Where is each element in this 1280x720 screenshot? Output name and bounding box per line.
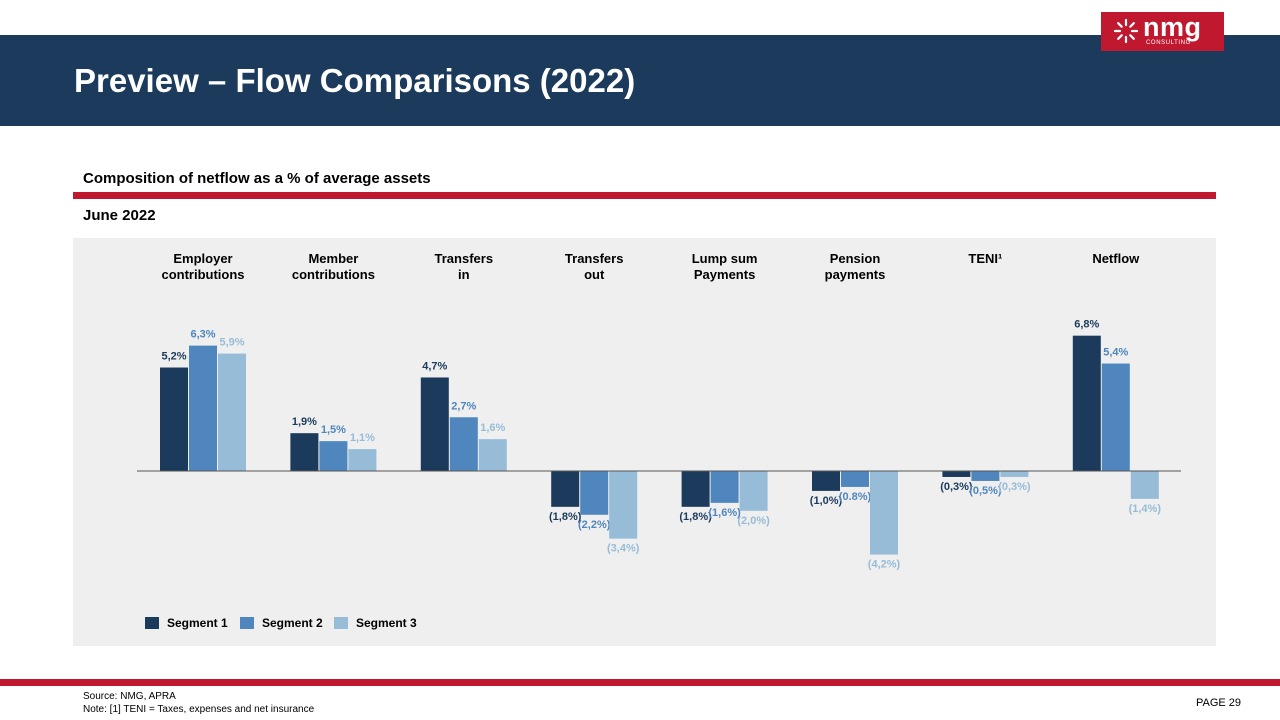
legend-label: Segment 1: [167, 615, 228, 630]
nmg-logo: nmg CONSULTING: [1101, 12, 1224, 51]
bar-chart: EmployercontributionsMembercontributions…: [137, 251, 1181, 571]
category-label: Payments: [694, 267, 755, 282]
data-label: 4,7%: [422, 360, 447, 372]
category-label: payments: [825, 267, 886, 282]
bar-segment-2: [841, 471, 869, 487]
bar-segment-2: [319, 441, 348, 471]
category-label: Netflow: [1092, 251, 1140, 266]
category-label: Employer: [173, 251, 232, 266]
category-label: Pension: [830, 251, 881, 266]
logo-subtext: CONSULTING: [1146, 40, 1191, 46]
category-label: out: [584, 267, 605, 282]
legend-swatch: [240, 616, 254, 629]
bar-segment-1: [1072, 335, 1101, 471]
legend-swatch: [145, 616, 159, 629]
note-text: Note: [1] TENI = Taxes, expenses and net…: [83, 704, 315, 715]
bar-segment-3: [348, 449, 377, 471]
bar-segment-2: [580, 471, 609, 515]
category-label: Transfers: [565, 251, 624, 266]
data-label: (2,0%): [737, 515, 770, 527]
footer-source: Source: NMG, APRA Note: [1] TENI = Taxes…: [83, 690, 314, 716]
category-label: Transfers: [435, 251, 494, 266]
source-text: Source: NMG, APRA: [83, 691, 176, 702]
legend-label: Segment 3: [356, 615, 417, 630]
data-label: 6,3%: [190, 329, 215, 341]
header-bar: [0, 35, 1280, 126]
data-label: 1,5%: [321, 424, 346, 436]
data-label: 1,6%: [480, 422, 505, 434]
data-label: (1,8%): [679, 511, 712, 523]
chart-subtitle: Composition of netflow as a % of average…: [83, 170, 431, 187]
bar-segment-2: [710, 471, 739, 503]
logo-wordmark: nmg: [1143, 12, 1202, 42]
data-label: (1,8%): [549, 511, 582, 523]
category-label: contributions: [161, 267, 244, 282]
data-label: (1,6%): [708, 507, 741, 519]
category-label: contributions: [292, 267, 375, 282]
bar-segment-1: [420, 377, 449, 471]
bar-segment-1: [681, 471, 710, 507]
bar-segment-1: [812, 471, 840, 491]
data-label: (0.8%): [839, 491, 872, 503]
divider-red: [73, 192, 1216, 199]
data-label: (0,3%): [998, 481, 1031, 493]
data-label: 5,2%: [161, 351, 186, 363]
category-label: in: [458, 267, 470, 282]
data-label: 1,9%: [292, 416, 317, 428]
data-label: (1,0%): [810, 495, 843, 507]
bar-segment-3: [218, 353, 246, 471]
bar-segment-1: [160, 367, 188, 471]
data-label: (0,5%): [969, 485, 1002, 497]
bar-segment-1: [551, 471, 580, 507]
bar-segment-1: [942, 471, 971, 477]
data-label: 2,7%: [451, 400, 476, 412]
logo-burst-icon: [1113, 18, 1139, 44]
data-label: 5,4%: [1103, 347, 1128, 359]
data-label: 5,9%: [219, 337, 244, 349]
legend-label: Segment 2: [262, 615, 323, 630]
footer-divider-red: [0, 679, 1280, 686]
legend-item-segment-3: Segment 3: [334, 614, 417, 632]
data-label: 1,1%: [350, 432, 375, 444]
bar-segment-3: [739, 471, 768, 511]
chart-date: June 2022: [83, 207, 156, 224]
bar-segment-2: [971, 471, 1000, 481]
data-label: 6,8%: [1074, 319, 1099, 331]
data-label: (3,4%): [607, 543, 640, 555]
bar-segment-1: [290, 433, 319, 471]
page-number: PAGE 29: [1196, 697, 1242, 709]
bar-segment-2: [1101, 363, 1130, 471]
bar-segment-3: [478, 439, 507, 471]
bar-segment-2: [189, 345, 217, 471]
bar-segment-3: [1130, 471, 1159, 499]
data-label: (0,3%): [940, 481, 973, 493]
bar-segment-3: [870, 471, 898, 555]
category-label: Member: [308, 251, 358, 266]
chart-panel: Employer contributions Member contributions…: [73, 238, 1216, 646]
data-label: (1,4%): [1129, 503, 1162, 515]
legend-item-segment-2: Segment 2: [240, 614, 323, 632]
bar-segment-3: [609, 471, 638, 539]
category-label: TENI¹: [968, 251, 1002, 266]
legend-item-segment-1: Segment 1: [145, 614, 228, 632]
data-label: (2,2%): [578, 519, 611, 531]
bar-segment-3: [1000, 471, 1029, 477]
page-title: Preview – Flow Comparisons (2022): [74, 62, 636, 99]
category-label: Lump sum: [692, 251, 758, 266]
legend-swatch: [334, 616, 348, 629]
data-label: (4,2%): [868, 559, 901, 571]
bar-segment-2: [449, 417, 478, 471]
